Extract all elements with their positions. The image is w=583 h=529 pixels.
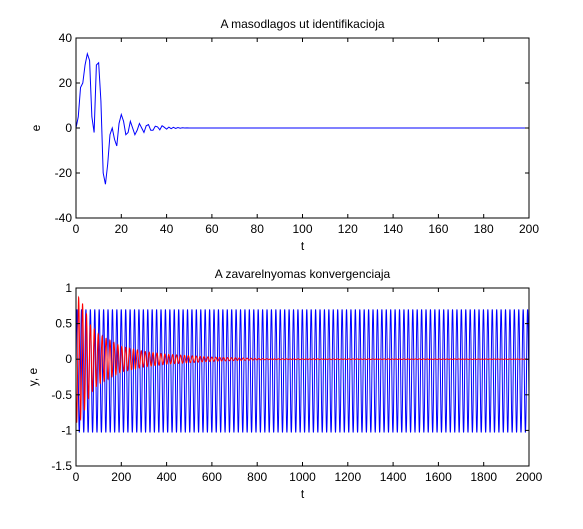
y-tick-label: 20 [59,76,73,90]
y-tick-label: -0.5 [51,388,72,402]
x-tick-label: 80 [251,222,265,236]
x-tick-label: 0 [73,470,80,484]
x-tick-label: 200 [519,222,539,236]
y-tick-label: -20 [55,166,73,180]
x-tick-label: 800 [247,470,267,484]
x-tick-label: 180 [474,222,494,236]
x-tick-label: 200 [111,470,131,484]
x-tick-label: 1400 [380,470,407,484]
x-tick-label: 160 [428,222,448,236]
y-axis-label: y, e [26,367,40,386]
y-tick-label: 1 [65,281,72,295]
x-tick-label: 20 [115,222,129,236]
y-tick-label: -1 [61,423,72,437]
x-tick-label: 1800 [470,470,497,484]
plot-top: 0 20 40 60 80 100 120 140 160 180 200 -40 -20 0 20 40 A … [29,17,539,253]
chart-title: A zavarelnyomas konvergenciaja [215,267,391,281]
y-tick-label: 0 [65,121,72,135]
y-axis-label: e [29,124,43,131]
y-tick-label: 0.5 [55,317,72,331]
series-line-1 [76,295,529,423]
x-tick-label: 40 [160,222,174,236]
chart-title: A masodlagos ut identifikacioja [220,17,384,31]
x-tick-label: 100 [292,222,312,236]
y-tick-label: 0 [65,352,72,366]
x-tick-label: 1600 [425,470,452,484]
x-tick-label: 400 [157,470,177,484]
x-tick-label: 1200 [334,470,361,484]
x-tick-label: 1000 [289,470,316,484]
x-tick-label: 60 [205,222,219,236]
y-tick-label: -1.5 [51,459,72,473]
x-axis-label: t [301,239,305,253]
y-tick-label: -40 [55,211,73,225]
plot-bottom: 0 200 400 600 800 1000 1200 1400 1600 1800 2000 -1.… [26,267,543,501]
series-line-0 [76,309,529,433]
series-line-0 [76,51,529,185]
x-tick-label: 2000 [516,470,543,484]
x-tick-label: 140 [383,222,403,236]
y-tick-label: 40 [59,31,73,45]
x-tick-label: 0 [73,222,80,236]
x-axis-label: t [301,487,305,501]
x-tick-label: 120 [338,222,358,236]
x-tick-label: 600 [202,470,222,484]
